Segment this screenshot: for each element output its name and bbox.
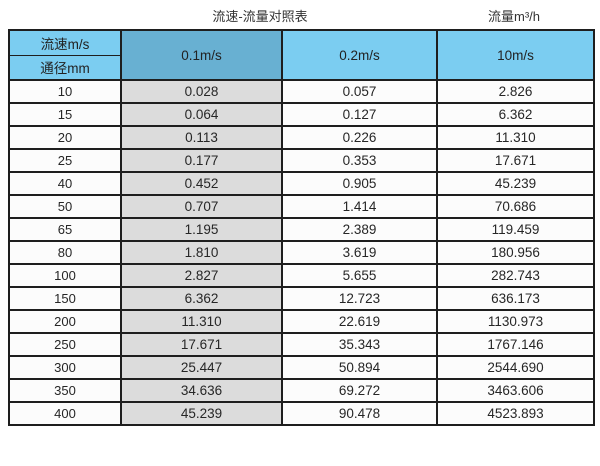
flow-value-cell-v01: 17.671 — [120, 332, 283, 357]
flow-value-cell-v02: 0.226 — [281, 125, 438, 150]
flow-value-cell-v10: 2.826 — [436, 79, 595, 104]
diameter-cell: 50 — [8, 194, 122, 219]
table-row: 150 6.362 12.723 636.173 — [8, 286, 595, 311]
flow-value-cell-v10: 6.362 — [436, 102, 595, 127]
table-row: 15 0.064 0.127 6.362 — [8, 102, 595, 127]
header-row-velocity: 流速m/s 0.1m/s 0.2m/s 10m/s — [8, 29, 595, 81]
table-row: 100 2.827 5.655 282.743 — [8, 263, 595, 288]
flow-value-cell-v02: 90.478 — [281, 401, 438, 426]
table-row: 10 0.028 0.057 2.826 — [8, 79, 595, 104]
diameter-cell: 300 — [8, 355, 122, 380]
flow-value-cell-v02: 0.353 — [281, 148, 438, 173]
corner-diameter-label: 通径mm — [8, 54, 122, 81]
diameter-cell: 150 — [8, 286, 122, 311]
flow-value-cell-v01: 0.177 — [120, 148, 283, 173]
flow-value-cell-v01: 0.707 — [120, 194, 283, 219]
flow-value-cell-v02: 1.414 — [281, 194, 438, 219]
diameter-cell: 400 — [8, 401, 122, 426]
diameter-cell: 200 — [8, 309, 122, 334]
table-header: 流速m/s 0.1m/s 0.2m/s 10m/s 通径mm — [8, 29, 595, 81]
flow-value-cell-v01: 34.636 — [120, 378, 283, 403]
flow-value-cell-v02: 50.894 — [281, 355, 438, 380]
flow-value-cell-v10: 180.956 — [436, 240, 595, 265]
flow-value-cell-v01: 45.239 — [120, 401, 283, 426]
flow-value-cell-v01: 6.362 — [120, 286, 283, 311]
diameter-cell: 25 — [8, 148, 122, 173]
table-row: 400 45.239 90.478 4523.893 — [8, 401, 595, 426]
flow-value-cell-v02: 69.272 — [281, 378, 438, 403]
flow-value-cell-v01: 11.310 — [120, 309, 283, 334]
table-row: 25 0.177 0.353 17.671 — [8, 148, 595, 173]
flow-value-cell-v10: 3463.606 — [436, 378, 595, 403]
flow-value-cell-v10: 282.743 — [436, 263, 595, 288]
diameter-cell: 20 — [8, 125, 122, 150]
table-row: 40 0.452 0.905 45.239 — [8, 171, 595, 196]
flow-value-cell-v02: 22.619 — [281, 309, 438, 334]
titles-row: 流速-流量对照表 流量m³/h — [0, 0, 600, 29]
column-header-v01: 0.1m/s — [120, 29, 283, 81]
table-row: 50 0.707 1.414 70.686 — [8, 194, 595, 219]
diameter-cell: 15 — [8, 102, 122, 127]
flow-value-cell-v10: 636.173 — [436, 286, 595, 311]
flow-value-cell-v10: 70.686 — [436, 194, 595, 219]
flow-value-cell-v02: 0.057 — [281, 79, 438, 104]
table-title: 流速-流量对照表 — [212, 9, 308, 24]
diameter-cell: 250 — [8, 332, 122, 357]
table-row: 65 1.195 2.389 119.459 — [8, 217, 595, 242]
flow-value-cell-v01: 2.827 — [120, 263, 283, 288]
diameter-cell: 40 — [8, 171, 122, 196]
flow-value-cell-v02: 35.343 — [281, 332, 438, 357]
flow-value-cell-v10: 11.310 — [436, 125, 595, 150]
corner-velocity-label: 流速m/s — [8, 29, 122, 56]
flow-value-cell-v01: 0.113 — [120, 125, 283, 150]
flow-value-cell-v01: 0.028 — [120, 79, 283, 104]
flow-value-cell-v02: 3.619 — [281, 240, 438, 265]
table-body: 10 0.028 0.057 2.826 15 0.064 0.127 6.36… — [8, 79, 595, 426]
diameter-cell: 65 — [8, 217, 122, 242]
flow-value-cell-v10: 2544.690 — [436, 355, 595, 380]
flow-value-cell-v10: 45.239 — [436, 171, 595, 196]
flow-value-cell-v02: 0.127 — [281, 102, 438, 127]
diameter-cell: 350 — [8, 378, 122, 403]
flow-unit-label: 流量m³/h — [487, 9, 540, 24]
table-row: 350 34.636 69.272 3463.606 — [8, 378, 595, 403]
table-row: 300 25.447 50.894 2544.690 — [8, 355, 595, 380]
header-row-diameter: 通径mm — [8, 54, 594, 81]
flow-value-cell-v01: 1.195 — [120, 217, 283, 242]
flow-value-cell-v01: 0.064 — [120, 102, 283, 127]
flow-value-cell-v02: 2.389 — [281, 217, 438, 242]
flow-value-cell-v02: 0.905 — [281, 171, 438, 196]
table-row: 250 17.671 35.343 1767.146 — [8, 332, 595, 357]
flow-value-cell-v10: 1767.146 — [436, 332, 595, 357]
table-row: 200 11.310 22.619 1130.973 — [8, 309, 595, 334]
flow-value-cell-v10: 17.671 — [436, 148, 595, 173]
table-row: 20 0.113 0.226 11.310 — [8, 125, 595, 150]
column-header-v10: 10m/s — [436, 29, 595, 81]
column-header-v02: 0.2m/s — [281, 29, 438, 81]
flow-value-cell-v10: 119.459 — [436, 217, 595, 242]
flow-value-cell-v02: 5.655 — [281, 263, 438, 288]
flow-value-cell-v01: 25.447 — [120, 355, 283, 380]
flow-value-cell-v02: 12.723 — [281, 286, 438, 311]
diameter-cell: 10 — [8, 79, 122, 104]
diameter-cell: 100 — [8, 263, 122, 288]
flow-value-cell-v01: 0.452 — [120, 171, 283, 196]
diameter-cell: 80 — [8, 240, 122, 265]
table-row: 80 1.810 3.619 180.956 — [8, 240, 595, 265]
flow-rate-table: 流速m/s 0.1m/s 0.2m/s 10m/s 通径mm 10 0.028 … — [8, 29, 595, 426]
flow-value-cell-v10: 1130.973 — [436, 309, 595, 334]
flow-value-cell-v01: 1.810 — [120, 240, 283, 265]
flow-value-cell-v10: 4523.893 — [436, 401, 595, 426]
